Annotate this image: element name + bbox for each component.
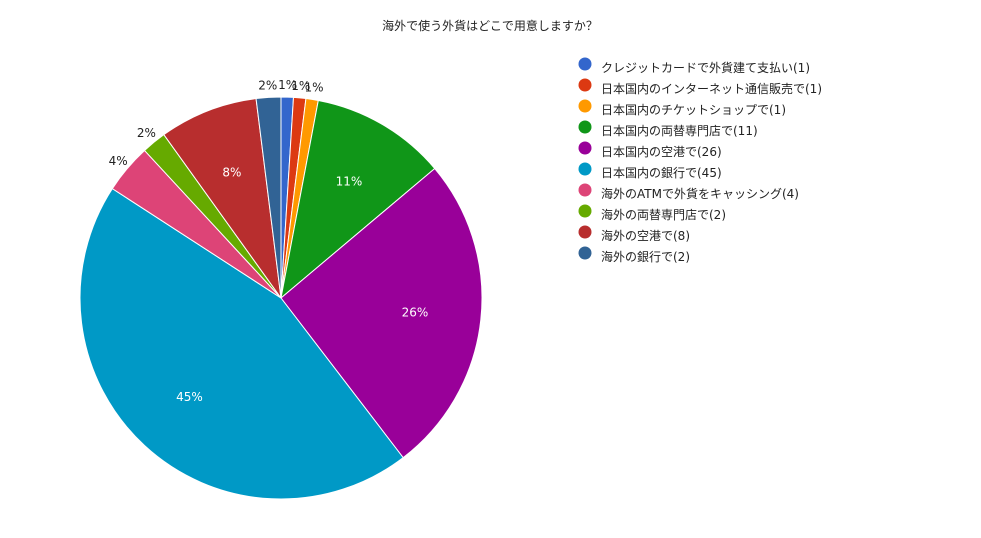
legend-marker: [578, 120, 592, 134]
pie-slice: [79, 187, 404, 500]
legend-label: 海外の銀行で(2): [601, 249, 690, 264]
pie-slices: [79, 96, 483, 500]
slice-percent-label: 11%: [336, 175, 363, 189]
legend-label: 日本国内のチケットショップで(1): [601, 103, 786, 117]
pie-slice: [255, 96, 282, 299]
legend-marker: [578, 183, 592, 197]
legend-label: 日本国内のインターネット通信販売で(1): [601, 81, 822, 96]
slice-percent-label: 2%: [258, 78, 277, 92]
legend-marker: [578, 225, 592, 239]
legend-label: 海外の両替専門店で(2): [601, 207, 726, 222]
legend-marker: [578, 57, 592, 71]
slice-percent-label: 1%: [278, 78, 297, 92]
slice-percent-label: 26%: [402, 306, 429, 320]
legend-marker: [578, 246, 592, 260]
legend-label: 海外の空港で(8): [601, 228, 690, 243]
legend-marker: [578, 78, 592, 92]
pie-slice: [280, 167, 483, 459]
chart-title: 海外で使う外貨はどこで用意しますか？: [382, 18, 598, 33]
slice-percent-label: 2%: [137, 126, 156, 140]
pie-slice: [163, 97, 282, 299]
slice-percent-label: 8%: [222, 166, 241, 180]
slice-labels: 1%1%1%11%26%45%4%2%8%2%: [109, 78, 429, 404]
legend-marker: [578, 162, 592, 176]
legend-label: クレジットカードで外貨建て支払い(1): [601, 60, 810, 75]
pie-slice: [280, 99, 436, 300]
legend-marker: [578, 204, 592, 218]
slice-percent-label: 45%: [176, 390, 203, 404]
legend-label: 日本国内の銀行で(45): [601, 166, 722, 180]
slice-percent-label: 1%: [304, 81, 323, 95]
legend-label: 海外のATMで外貨をキャッシング(4): [601, 186, 799, 201]
slice-percent-label: 4%: [109, 154, 128, 168]
legend: クレジットカードで外貨建て支払い(1) 日本国内のインターネット通信販売で(1) 日…: [578, 57, 822, 264]
legend-marker: [578, 141, 592, 155]
legend-label: 日本国内の両替専門店で(11): [601, 124, 758, 138]
legend-marker: [578, 99, 592, 113]
slice-percent-label: 1%: [291, 79, 310, 93]
legend-label: 日本国内の空港で(26): [601, 145, 722, 159]
